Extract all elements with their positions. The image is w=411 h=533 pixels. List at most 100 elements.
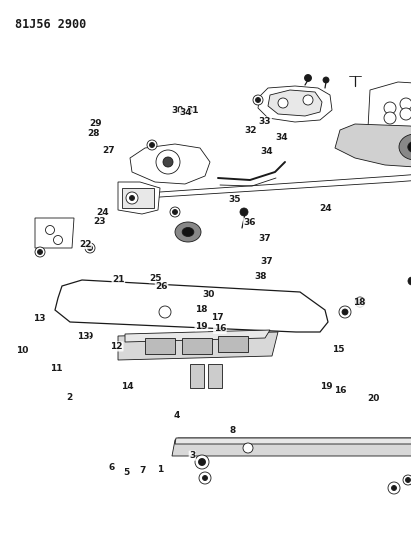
- Text: 35: 35: [228, 196, 240, 204]
- Circle shape: [388, 482, 400, 494]
- Circle shape: [278, 98, 288, 108]
- Circle shape: [163, 157, 173, 167]
- Text: 13: 13: [33, 314, 45, 323]
- Circle shape: [199, 458, 206, 465]
- Circle shape: [406, 478, 411, 482]
- Polygon shape: [172, 438, 411, 456]
- Circle shape: [203, 475, 208, 481]
- Text: 37: 37: [261, 257, 273, 265]
- Circle shape: [323, 77, 329, 83]
- Text: 36: 36: [244, 219, 256, 227]
- Circle shape: [339, 306, 351, 318]
- Polygon shape: [130, 144, 210, 184]
- Polygon shape: [35, 218, 74, 248]
- Text: 34: 34: [180, 109, 192, 117]
- Text: 17: 17: [211, 313, 223, 322]
- Circle shape: [46, 225, 55, 235]
- Text: 12: 12: [111, 342, 123, 351]
- Polygon shape: [118, 332, 278, 360]
- Text: 19: 19: [320, 383, 332, 391]
- Polygon shape: [335, 124, 411, 168]
- Text: 32: 32: [245, 126, 257, 135]
- Circle shape: [403, 475, 411, 485]
- Polygon shape: [118, 182, 160, 214]
- Ellipse shape: [182, 228, 194, 237]
- Text: 33: 33: [259, 117, 271, 126]
- Text: 14: 14: [121, 382, 134, 391]
- Text: 34: 34: [261, 148, 273, 156]
- Bar: [145, 338, 175, 354]
- Text: 31: 31: [186, 107, 199, 115]
- Circle shape: [35, 247, 45, 257]
- Text: 23: 23: [93, 217, 106, 225]
- Text: 8: 8: [229, 426, 236, 434]
- Circle shape: [305, 75, 312, 82]
- Circle shape: [256, 98, 261, 102]
- Circle shape: [408, 277, 411, 285]
- Circle shape: [88, 246, 92, 251]
- Circle shape: [199, 472, 211, 484]
- Text: 15: 15: [332, 345, 344, 353]
- Circle shape: [129, 196, 134, 200]
- Circle shape: [240, 208, 248, 216]
- Circle shape: [173, 209, 178, 214]
- Circle shape: [53, 236, 62, 245]
- Text: 30: 30: [171, 107, 184, 115]
- Text: 26: 26: [155, 282, 168, 291]
- Bar: [182, 338, 212, 354]
- Ellipse shape: [175, 222, 201, 242]
- Text: 24: 24: [97, 208, 109, 216]
- Circle shape: [147, 140, 157, 150]
- Text: 13: 13: [77, 333, 89, 341]
- Text: 1: 1: [157, 465, 164, 473]
- Circle shape: [126, 192, 138, 204]
- Text: 16: 16: [214, 325, 226, 333]
- Circle shape: [342, 309, 348, 315]
- Text: 29: 29: [90, 119, 102, 128]
- Circle shape: [358, 300, 363, 304]
- Bar: [208, 364, 222, 388]
- Circle shape: [150, 142, 155, 148]
- Text: 28: 28: [88, 129, 100, 138]
- Circle shape: [400, 108, 411, 120]
- Circle shape: [392, 486, 397, 490]
- Circle shape: [355, 297, 365, 307]
- Text: 37: 37: [259, 235, 271, 243]
- Circle shape: [384, 112, 396, 124]
- Circle shape: [159, 306, 171, 318]
- Text: 4: 4: [173, 411, 180, 420]
- Text: 11: 11: [50, 365, 62, 373]
- Text: 3: 3: [189, 451, 196, 460]
- Text: 10: 10: [16, 346, 29, 355]
- Text: 5: 5: [123, 469, 130, 477]
- Text: 81J56 2900: 81J56 2900: [15, 18, 86, 31]
- Polygon shape: [55, 280, 328, 332]
- Text: 20: 20: [367, 394, 379, 403]
- Circle shape: [170, 207, 180, 217]
- Circle shape: [253, 95, 263, 105]
- Text: 19: 19: [195, 322, 208, 330]
- Bar: [122, 188, 154, 208]
- Circle shape: [37, 249, 42, 254]
- Bar: [190, 364, 204, 388]
- Polygon shape: [268, 90, 322, 116]
- Text: 30: 30: [203, 290, 215, 298]
- Text: 16: 16: [334, 386, 346, 395]
- Circle shape: [243, 443, 253, 453]
- Circle shape: [195, 455, 209, 469]
- Polygon shape: [368, 82, 411, 130]
- Polygon shape: [258, 86, 332, 122]
- Text: 7: 7: [140, 466, 146, 474]
- Text: 27: 27: [103, 146, 115, 155]
- Bar: [218, 336, 248, 352]
- Text: 18: 18: [195, 305, 208, 313]
- Circle shape: [156, 150, 180, 174]
- Text: 34: 34: [275, 133, 288, 142]
- Text: 6: 6: [109, 464, 115, 472]
- Text: 18: 18: [353, 298, 366, 307]
- Polygon shape: [125, 330, 270, 342]
- Ellipse shape: [399, 134, 411, 160]
- Text: 22: 22: [79, 240, 91, 248]
- Text: 38: 38: [255, 272, 267, 280]
- Circle shape: [303, 95, 313, 105]
